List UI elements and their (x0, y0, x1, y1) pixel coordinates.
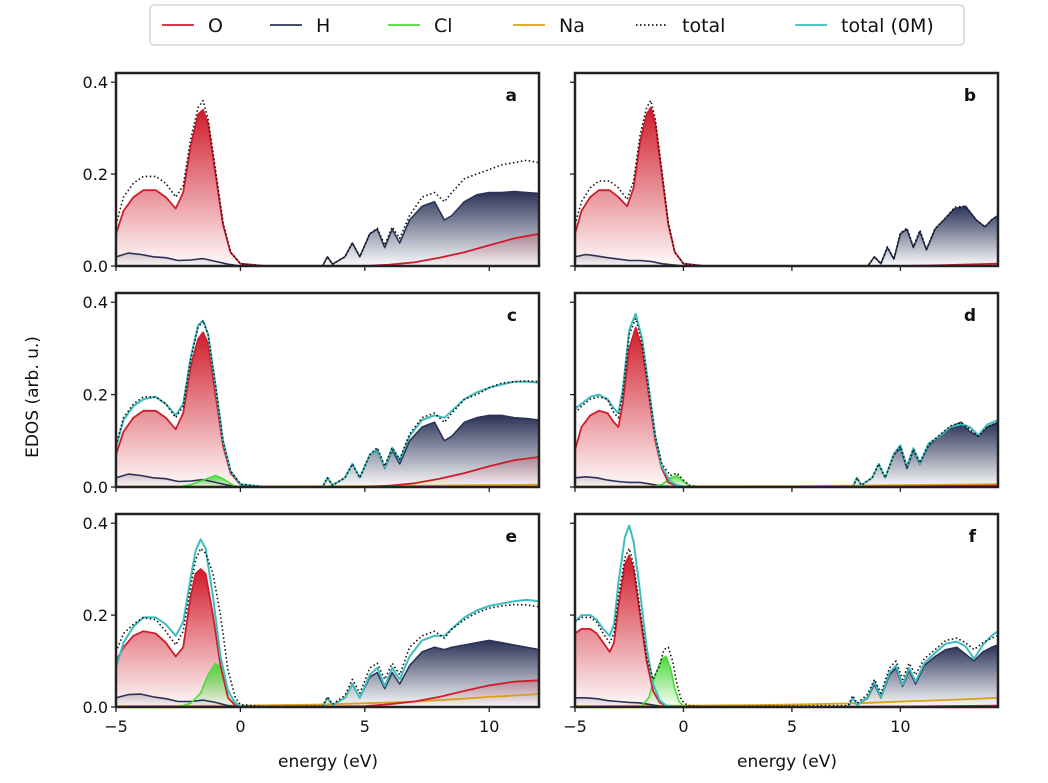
legend-label-h: H (316, 15, 330, 37)
panel-f-plot (575, 524, 998, 707)
y-tick-label: 0.0 (83, 698, 108, 717)
panel-label: f (969, 527, 977, 547)
panel-b-frame (573, 71, 1000, 268)
panel-d: d (570, 291, 1000, 492)
x-tick-label: 5 (360, 717, 370, 736)
panel-a: 0.0 0.2 0.4 a (83, 71, 541, 276)
na-line (116, 693, 539, 707)
legend: O H Cl Na total total (0M) (149, 4, 965, 46)
total-0m-line (575, 524, 998, 707)
panel-d-plot (575, 312, 998, 487)
panel-e-plot (116, 538, 539, 707)
panel-a-plot (116, 99, 539, 266)
legend-label-cl: Cl (434, 15, 453, 37)
panel-f: −5 0 5 10 f (563, 512, 1000, 736)
panel-label: d (964, 306, 976, 326)
o-area (575, 555, 998, 707)
y-tick-label: 0.4 (83, 293, 108, 312)
panel-b: b (570, 71, 1000, 271)
total-line (116, 547, 539, 707)
y-tick-label: 0.2 (83, 165, 108, 184)
o-area (575, 107, 998, 266)
panels: 0.0 0.2 0.4 a b 0.0 0.2 0.4 c d 0.0 0.2 0.4 −5 0 5 10 e −5… (83, 71, 1000, 736)
cl-area (650, 475, 695, 487)
h-area (116, 415, 539, 487)
h-area (575, 645, 998, 707)
panel-label: e (505, 527, 517, 547)
panel-e-frame (114, 512, 541, 709)
panel-d-frame (573, 291, 1000, 489)
x-tick-label: −5 (563, 717, 587, 736)
total-line (575, 317, 998, 487)
na-line (575, 696, 998, 707)
legend-box (149, 4, 965, 46)
panel-label: c (507, 306, 517, 326)
panel-a-frame (114, 71, 541, 268)
o-line (116, 568, 539, 707)
x-tick-label: 10 (890, 717, 910, 736)
y-tick-label: 0.2 (83, 386, 108, 405)
panel-label: a (506, 86, 517, 106)
y-tick-label: 0.4 (83, 73, 108, 92)
panel-f-frame (573, 512, 1000, 709)
legend-label-na: Na (559, 15, 585, 37)
cl-area (640, 656, 690, 707)
x-axis-label-right: energy (eV) (737, 752, 837, 772)
o-area (575, 327, 998, 487)
y-tick-label: 0.2 (83, 606, 108, 625)
y-tick-label: 0.0 (83, 257, 108, 276)
cl-line (178, 474, 241, 487)
panel-c-plot (116, 319, 539, 487)
legend-label-total0m: total (0M) (841, 15, 934, 37)
total-line (116, 319, 539, 487)
panel-label: b (964, 86, 976, 106)
x-tick-label: 0 (678, 717, 688, 736)
y-tick-label: 0.4 (83, 514, 108, 533)
total-line (575, 99, 998, 266)
x-tick-label: 0 (235, 717, 245, 736)
x-tick-label: 5 (787, 717, 797, 736)
h-area (116, 191, 539, 266)
panel-c: 0.0 0.2 0.4 c (83, 291, 541, 497)
panel-c-frame (114, 291, 541, 489)
panel-e: 0.0 0.2 0.4 −5 0 5 10 e (83, 512, 541, 736)
o-area (116, 109, 539, 266)
x-axis-label-left: energy (eV) (278, 752, 378, 772)
y-tick-label: 0.0 (83, 478, 108, 497)
o-area (116, 332, 539, 487)
o-line (116, 331, 539, 487)
y-axis-label: EDOS (arb. u.) (23, 336, 43, 458)
x-tick-label: −5 (104, 717, 128, 736)
x-tick-label: 10 (479, 717, 499, 736)
panel-b-plot (575, 99, 998, 266)
h-area (575, 422, 998, 487)
legend-label-total: total (682, 15, 725, 37)
legend-label-o: O (208, 15, 223, 37)
total-0m-line (116, 538, 539, 707)
o-line (575, 106, 998, 266)
h-area (116, 640, 539, 707)
h-line (116, 190, 539, 266)
